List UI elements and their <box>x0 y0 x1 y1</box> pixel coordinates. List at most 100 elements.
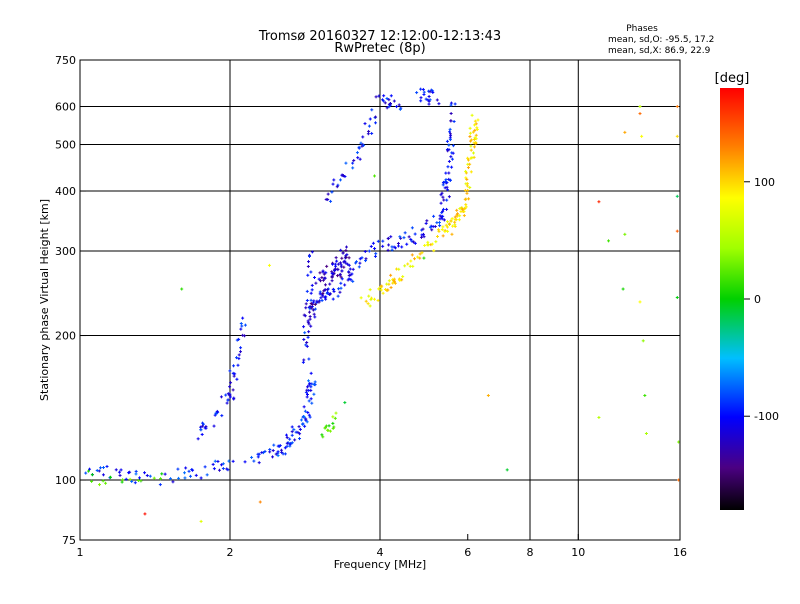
echo-point <box>309 270 313 274</box>
echo-point <box>341 174 345 178</box>
echo-point <box>226 392 230 396</box>
echo-point <box>416 255 420 259</box>
echo-point <box>443 186 447 190</box>
echo-point <box>303 424 307 428</box>
echo-point <box>330 190 334 194</box>
x-tick-label: 4 <box>377 546 384 559</box>
echo-point <box>239 327 243 331</box>
echo-point <box>463 207 467 211</box>
echo-point <box>260 451 264 455</box>
echo-point <box>421 232 425 236</box>
echo-point <box>421 227 425 231</box>
echo-point <box>675 194 679 198</box>
echo-point <box>329 199 333 203</box>
echo-point <box>212 424 216 428</box>
echo-point <box>441 234 445 238</box>
echo-point <box>237 353 241 357</box>
echo-point <box>448 178 452 182</box>
echo-point <box>331 415 335 419</box>
echo-point <box>231 459 235 463</box>
echo-point <box>398 235 402 239</box>
echo-point <box>293 438 297 442</box>
echo-point <box>440 191 444 195</box>
echo-point <box>338 261 342 265</box>
echo-point <box>389 94 393 98</box>
echo-point <box>445 207 449 211</box>
echo-point <box>290 441 294 445</box>
echo-point <box>98 483 102 487</box>
echo-point <box>200 424 204 428</box>
echo-point <box>313 380 317 384</box>
echo-point <box>412 257 416 261</box>
echo-point <box>310 283 314 287</box>
echo-point <box>114 468 118 472</box>
echo-point <box>105 464 109 468</box>
echo-point <box>453 217 457 221</box>
echo-point <box>441 225 445 229</box>
echo-point <box>449 103 453 107</box>
echo-point <box>444 171 448 175</box>
echo-point <box>449 134 453 138</box>
colorbar-tick-label: -100 <box>754 410 779 423</box>
echo-point <box>314 281 318 285</box>
echo-point <box>339 275 343 279</box>
echo-point <box>298 432 302 436</box>
echo-point <box>303 331 307 335</box>
echo-point <box>447 195 451 199</box>
echo-point <box>465 177 469 181</box>
echo-point <box>472 137 476 141</box>
echo-point <box>381 291 385 295</box>
echo-point <box>374 115 378 119</box>
echo-point <box>231 388 235 392</box>
echo-point <box>318 279 322 283</box>
echo-point <box>307 399 311 403</box>
echo-point <box>171 480 175 484</box>
echo-point <box>334 256 338 260</box>
echo-point <box>235 338 239 342</box>
echo-point <box>374 95 378 99</box>
echo-point <box>438 224 442 228</box>
echo-point <box>441 183 445 187</box>
echo-point <box>466 156 470 160</box>
echo-point <box>352 158 356 162</box>
echo-point <box>338 178 342 182</box>
echo-point <box>428 225 432 229</box>
echo-point <box>199 476 203 480</box>
echo-point <box>450 157 454 161</box>
echo-point <box>368 288 372 292</box>
echo-point <box>283 446 287 450</box>
echo-point <box>444 223 448 227</box>
echo-point <box>332 288 336 292</box>
echo-point <box>328 429 332 433</box>
echo-point <box>426 98 430 102</box>
echo-point <box>324 424 328 428</box>
echo-point <box>310 250 314 254</box>
echo-point <box>318 292 322 296</box>
echo-point <box>176 467 180 471</box>
echo-point <box>84 471 88 475</box>
echo-point <box>505 468 509 472</box>
echo-point <box>413 241 417 245</box>
echo-point <box>319 296 323 300</box>
echo-point <box>422 92 426 96</box>
colorbar-gradient <box>720 88 744 510</box>
echo-point <box>309 298 313 302</box>
echo-point <box>340 269 344 273</box>
echo-point <box>446 229 450 233</box>
echo-point <box>435 221 439 225</box>
echo-point <box>379 288 383 292</box>
echo-point <box>285 444 289 448</box>
echo-point <box>279 448 283 452</box>
echo-point <box>297 425 301 429</box>
echo-point <box>361 135 365 139</box>
echo-point <box>310 306 314 310</box>
echo-point <box>340 277 344 281</box>
echo-point <box>621 287 625 291</box>
echo-point <box>228 393 232 397</box>
echo-point <box>402 236 406 240</box>
echo-point <box>470 156 474 160</box>
echo-point <box>370 131 374 135</box>
echo-point <box>420 251 424 255</box>
echo-point <box>347 270 351 274</box>
echo-point <box>101 479 105 483</box>
